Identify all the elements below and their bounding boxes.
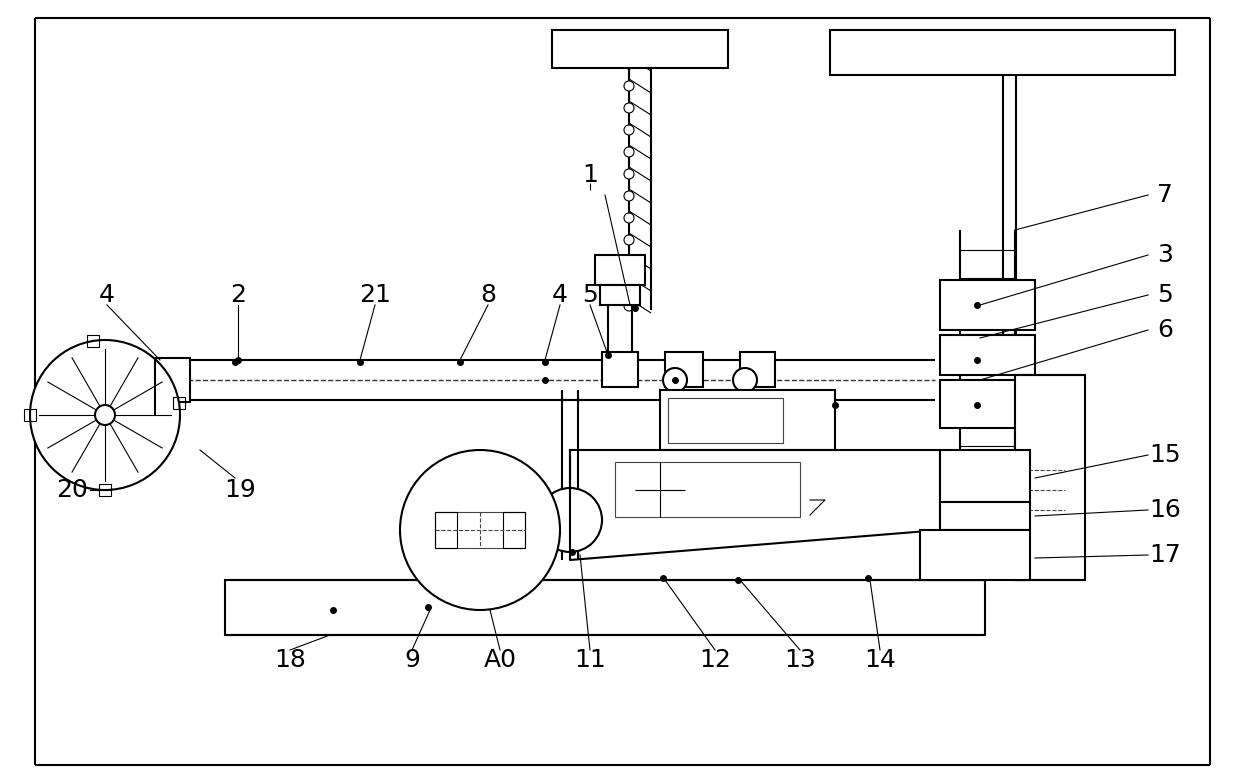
Circle shape	[663, 368, 687, 392]
Circle shape	[95, 405, 115, 425]
Bar	[224, 580, 985, 635]
Bar	[940, 335, 1035, 375]
Ellipse shape	[401, 450, 560, 610]
Bar	[595, 255, 645, 285]
Bar	[940, 380, 1035, 428]
Circle shape	[624, 147, 634, 157]
Circle shape	[624, 59, 634, 69]
Text: 19: 19	[224, 478, 255, 502]
Text: 16: 16	[1149, 498, 1180, 522]
Text: 6: 6	[1157, 318, 1173, 342]
Circle shape	[624, 213, 634, 223]
Text: 4: 4	[552, 283, 568, 307]
Bar	[940, 280, 1035, 330]
Bar	[174, 397, 185, 409]
Text: 5: 5	[1157, 283, 1173, 307]
Bar	[600, 285, 640, 305]
Bar	[740, 352, 775, 387]
Bar	[155, 358, 190, 402]
Bar	[940, 502, 1030, 530]
Text: 9: 9	[404, 648, 420, 672]
Text: 18: 18	[274, 648, 306, 672]
Polygon shape	[570, 450, 940, 560]
Text: 2: 2	[229, 283, 246, 307]
Circle shape	[538, 488, 601, 552]
Bar	[99, 484, 112, 496]
Bar	[601, 352, 639, 387]
Text: A0: A0	[484, 648, 517, 672]
Text: 3: 3	[1157, 243, 1173, 267]
Bar	[87, 335, 99, 347]
Text: 13: 13	[784, 648, 816, 672]
Text: 1: 1	[582, 163, 598, 187]
Bar	[665, 352, 703, 387]
Text: 15: 15	[1149, 443, 1180, 467]
Text: 11: 11	[574, 648, 606, 672]
Bar	[940, 450, 1030, 502]
Text: 5: 5	[582, 283, 598, 307]
Bar	[435, 512, 525, 548]
Bar	[552, 30, 728, 68]
Text: 12: 12	[699, 648, 730, 672]
Bar	[24, 409, 36, 421]
Bar	[668, 398, 782, 443]
Text: 7: 7	[1157, 183, 1173, 207]
Circle shape	[30, 340, 180, 490]
Circle shape	[733, 368, 756, 392]
Text: 21: 21	[360, 283, 391, 307]
Bar	[435, 512, 458, 548]
Bar	[615, 462, 800, 517]
Circle shape	[624, 301, 634, 311]
Text: 14: 14	[864, 648, 897, 672]
Circle shape	[624, 257, 634, 267]
Text: 4: 4	[99, 283, 115, 307]
Bar	[920, 530, 1030, 580]
Circle shape	[624, 37, 634, 47]
Bar	[660, 390, 835, 450]
Circle shape	[624, 81, 634, 91]
Circle shape	[624, 103, 634, 113]
Circle shape	[624, 169, 634, 179]
Bar	[503, 512, 525, 548]
Circle shape	[624, 279, 634, 289]
Bar	[830, 30, 1176, 75]
Text: 17: 17	[1149, 543, 1180, 567]
Circle shape	[624, 235, 634, 245]
Text: 20: 20	[56, 478, 88, 502]
Bar	[1016, 375, 1085, 580]
Circle shape	[624, 125, 634, 135]
Text: 8: 8	[480, 283, 496, 307]
Circle shape	[624, 191, 634, 201]
